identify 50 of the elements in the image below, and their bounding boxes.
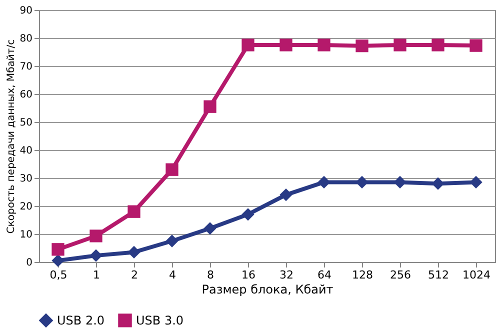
y-tick-label: 90 (20, 6, 32, 16)
point (242, 38, 254, 52)
point (470, 176, 482, 189)
x-tick-label: 4 (169, 268, 176, 282)
x-tick-label: 8 (207, 268, 214, 282)
point (90, 249, 102, 262)
y-tick-label: 10 (20, 230, 32, 240)
point (432, 177, 444, 190)
y-tick-label: 70 (20, 62, 32, 72)
point (166, 163, 178, 176)
y-tick-label: 0 (26, 258, 32, 268)
y-tick-label: 20 (20, 202, 32, 212)
point (280, 188, 292, 202)
y-tick-label: 30 (20, 174, 32, 184)
y-tick-label: 80 (20, 34, 32, 44)
point (128, 205, 140, 218)
point (394, 38, 406, 52)
x-tick-label: 256 (390, 268, 411, 282)
point (280, 38, 292, 52)
point (128, 246, 140, 259)
point (242, 208, 254, 221)
point (166, 234, 178, 248)
point (470, 39, 482, 52)
x-tick-label: 128 (352, 268, 373, 282)
x-tick-label: 1 (93, 268, 100, 282)
x-tick-label: 512 (428, 268, 449, 282)
point (356, 40, 368, 52)
point (204, 222, 216, 235)
point (318, 38, 330, 52)
x-tick-label: 2 (131, 268, 138, 282)
x-tick-label: 0,5 (50, 268, 68, 282)
y-tick-label: 60 (20, 90, 32, 100)
point (356, 176, 368, 189)
legend-label: USB 3.0 (136, 313, 184, 328)
x-axis-title: Размер блока, Кбайт (202, 282, 334, 296)
point (432, 38, 444, 52)
point (318, 176, 330, 189)
y-tick-label: 40 (20, 146, 32, 156)
x-tick-label: 1024 (462, 268, 490, 282)
point (52, 254, 64, 267)
x-tick-label: 64 (318, 268, 332, 282)
point (204, 100, 216, 113)
point (394, 176, 406, 189)
x-tick-label: 16 (242, 268, 256, 282)
y-tick-label: 50 (20, 118, 32, 128)
point (90, 230, 102, 242)
x-tick-label: 32 (280, 268, 294, 282)
y-axis-title: Скорость передачи данных, Мбайт/с (6, 39, 17, 234)
point (52, 243, 64, 256)
legend-label: USB 2.0 (57, 313, 105, 328)
